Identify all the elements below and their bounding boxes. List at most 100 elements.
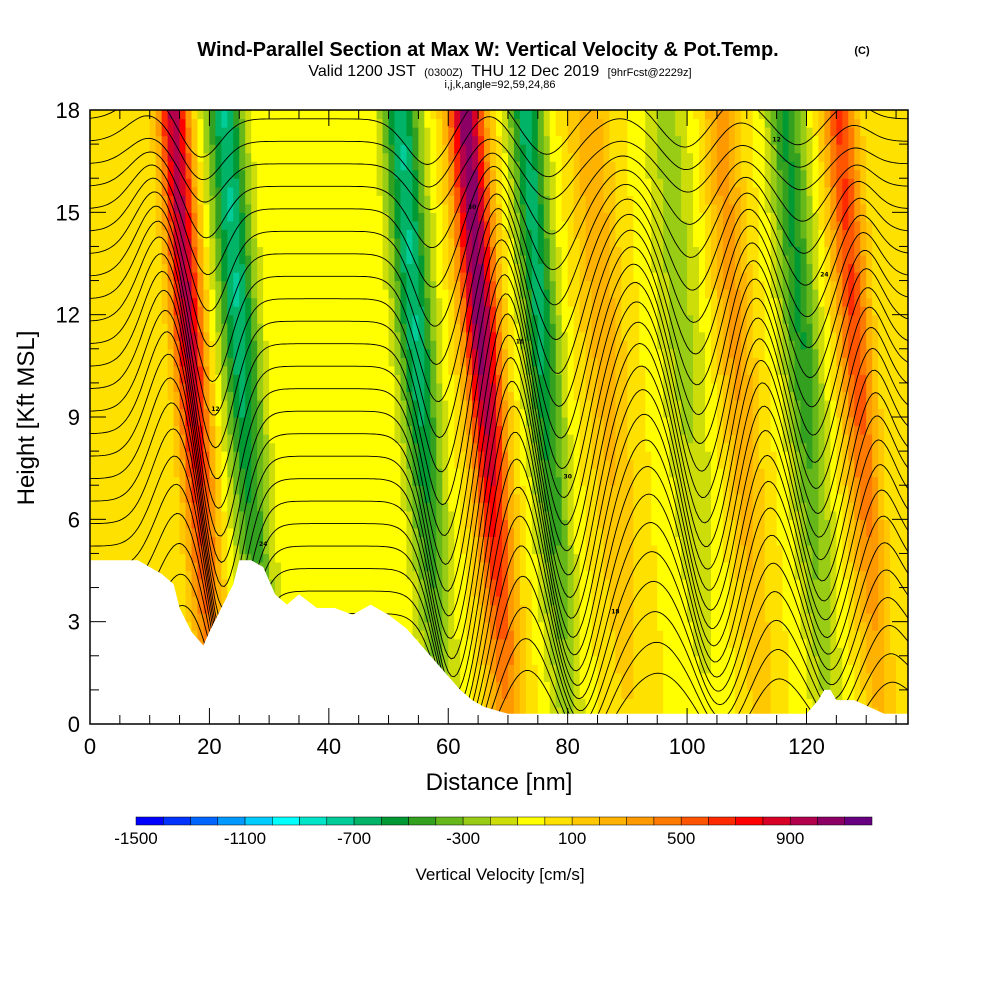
velocity-cell xyxy=(107,212,115,222)
velocity-cell xyxy=(442,152,449,162)
velocity-cell xyxy=(293,110,300,120)
velocity-cell xyxy=(90,195,97,205)
velocity-cell xyxy=(113,382,121,393)
velocity-cell xyxy=(203,579,211,589)
velocity-cell xyxy=(227,399,234,410)
velocity-cell xyxy=(119,229,127,239)
velocity-cell xyxy=(460,254,467,265)
velocity-cell xyxy=(101,425,109,435)
velocity-cell xyxy=(484,638,491,648)
velocity-cell xyxy=(406,357,414,367)
velocity-cell xyxy=(233,519,240,529)
velocity-cell xyxy=(197,434,205,444)
velocity-cell xyxy=(167,391,175,401)
velocity-cell xyxy=(107,161,115,171)
velocity-cell xyxy=(316,152,324,162)
velocity-cell xyxy=(287,110,294,120)
velocity-cell xyxy=(251,510,258,520)
velocity-cell xyxy=(113,203,121,213)
velocity-cell xyxy=(185,621,193,631)
velocity-cell xyxy=(328,579,336,589)
velocity-cell xyxy=(484,604,491,614)
velocity-cell xyxy=(328,468,336,478)
velocity-cell xyxy=(203,561,211,572)
velocity-cell xyxy=(245,510,252,520)
velocity-cell xyxy=(352,570,360,580)
velocity-cell xyxy=(107,127,115,137)
velocity-cell xyxy=(400,220,408,230)
velocity-cell xyxy=(364,399,372,410)
velocity-cell xyxy=(340,306,348,316)
velocity-cell xyxy=(478,536,485,546)
velocity-cell xyxy=(454,485,461,495)
velocity-cell xyxy=(466,468,473,478)
velocity-cell xyxy=(257,442,264,452)
velocity-cell xyxy=(107,348,115,358)
velocity-cell xyxy=(107,186,115,196)
velocity-cell xyxy=(460,297,467,307)
velocity-cell xyxy=(239,365,246,375)
velocity-cell xyxy=(448,374,455,384)
velocity-cell xyxy=(101,135,109,145)
velocity-cell xyxy=(227,434,234,444)
velocity-cell xyxy=(388,152,396,162)
velocity-cell xyxy=(298,459,306,469)
velocity-cell xyxy=(490,604,497,614)
velocity-cell xyxy=(418,451,425,461)
velocity-cell xyxy=(143,331,151,341)
velocity-cell xyxy=(161,485,169,495)
velocity-cell xyxy=(310,579,318,589)
velocity-cell xyxy=(346,561,354,572)
velocity-cell xyxy=(472,408,479,418)
velocity-cell xyxy=(263,544,270,555)
velocity-cell xyxy=(382,169,390,179)
velocity-cell xyxy=(197,527,205,537)
velocity-cell xyxy=(263,527,270,537)
velocity-cell xyxy=(388,579,396,589)
velocity-cell xyxy=(90,263,97,273)
velocity-cell xyxy=(233,203,240,213)
velocity-cell xyxy=(478,510,485,520)
velocity-cell xyxy=(304,468,312,478)
velocity-cell xyxy=(298,212,306,222)
velocity-cell xyxy=(298,399,306,410)
velocity-cell xyxy=(137,118,145,128)
velocity-cell xyxy=(448,280,455,290)
velocity-cell xyxy=(304,485,312,495)
velocity-cell xyxy=(293,459,300,469)
velocity-cell xyxy=(346,348,354,358)
velocity-cell xyxy=(203,596,211,606)
velocity-cell xyxy=(316,408,324,418)
velocity-cell xyxy=(394,425,402,435)
velocity-cell xyxy=(376,331,384,341)
velocity-cell xyxy=(269,186,276,196)
velocity-cell xyxy=(472,135,479,145)
velocity-cell xyxy=(185,417,193,427)
velocity-cell xyxy=(203,127,211,137)
velocity-cell xyxy=(490,254,497,265)
velocity-cell xyxy=(191,229,199,239)
velocity-cell xyxy=(125,510,133,520)
velocity-cell xyxy=(466,135,473,145)
velocity-cell xyxy=(406,169,414,179)
velocity-cell xyxy=(490,391,497,401)
velocity-cell xyxy=(472,510,479,520)
velocity-cell xyxy=(454,263,461,273)
velocity-cell xyxy=(346,604,354,614)
velocity-cell xyxy=(364,178,372,188)
velocity-cell xyxy=(466,544,473,555)
velocity-cell xyxy=(293,374,300,384)
velocity-cell xyxy=(293,314,300,324)
velocity-cell xyxy=(179,289,187,299)
velocity-cell xyxy=(119,118,127,128)
velocity-cell xyxy=(95,186,103,196)
velocity-cell xyxy=(239,306,246,316)
velocity-cell xyxy=(466,195,473,205)
velocity-cell xyxy=(161,263,169,273)
velocity-cell xyxy=(310,340,318,350)
velocity-cell xyxy=(388,442,396,452)
velocity-cell xyxy=(334,289,342,299)
velocity-cell xyxy=(328,544,336,555)
velocity-cell xyxy=(454,357,461,367)
velocity-cell xyxy=(293,527,300,537)
